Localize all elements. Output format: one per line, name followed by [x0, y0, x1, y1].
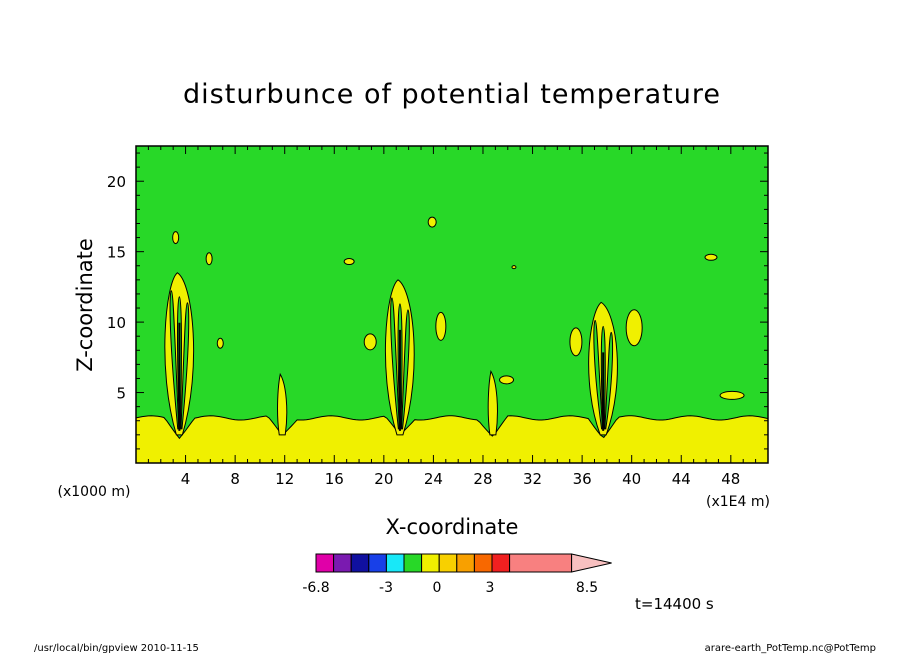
warm-blob: [719, 390, 745, 400]
colorbar: [315, 553, 612, 573]
plume-5: [588, 301, 618, 436]
green-background-field: [136, 146, 768, 463]
colorbar-swatch: [315, 553, 335, 573]
warm-blob: [172, 231, 180, 245]
y-tick-label: 15: [107, 244, 126, 262]
colorbar-swatch: [473, 553, 493, 573]
plume-core-contour: [169, 290, 180, 430]
x-tick-label: 28: [473, 470, 492, 488]
plume-2: [277, 372, 288, 436]
colorbar-extend-arrow: [571, 553, 612, 573]
contour-lines: [172, 216, 745, 400]
colorbar-tick-label: -3: [379, 580, 393, 596]
warm-blob: [499, 375, 515, 385]
colorbar-swatch: [368, 553, 387, 573]
y-tick-label: 10: [107, 314, 126, 332]
positive-anomaly-regions: [135, 272, 769, 464]
x-tick-label: 12: [275, 470, 294, 488]
x-tick-label: 48: [721, 470, 740, 488]
x-tick-label: 16: [325, 470, 344, 488]
plume-core-contour: [180, 302, 190, 430]
plume-envelope: [277, 372, 288, 436]
warm-blob: [363, 333, 377, 351]
x-tick-label: 36: [573, 470, 592, 488]
plot-frame: [135, 145, 769, 464]
surface-warm-layer: [135, 415, 769, 464]
plume-core-contour: [604, 331, 614, 430]
colorbar-swatch: [421, 553, 440, 573]
warm-blob: [511, 265, 517, 270]
colorbar-swatch: [491, 553, 511, 573]
y-axis-unit: (x1000 m): [58, 484, 131, 500]
x-axis-unit: (x1E4 m): [706, 494, 770, 510]
warm-blob: [343, 258, 355, 266]
colorbar-tick-label: 3: [486, 580, 495, 596]
y-axis-label: Z-coordinate: [73, 238, 97, 372]
x-tick-label: 8: [230, 470, 240, 488]
colorbar-swatch: [403, 553, 423, 573]
plume-1: [164, 272, 195, 436]
warm-blob: [625, 309, 643, 347]
x-tick-label: 24: [424, 470, 443, 488]
x-axis-label: X-coordinate: [386, 515, 519, 539]
plume-4: [487, 370, 498, 436]
colorbar-swatch: [456, 553, 475, 573]
x-tick-label: 20: [374, 470, 393, 488]
colorbar-swatch: [350, 553, 370, 573]
warm-blob: [569, 327, 583, 357]
time-annotation: t=14400 s: [635, 595, 714, 613]
x-tick-label: 40: [622, 470, 641, 488]
colorbar-tick-label: 8.5: [576, 580, 598, 596]
y-ticks: 5 10 15 20: [107, 152, 768, 450]
warm-blob: [427, 216, 437, 228]
chart-title: disturbunce of potential temperature: [183, 79, 721, 110]
program-footer: /usr/local/bin/gpview 2010-11-15: [34, 643, 199, 654]
warm-blob: [216, 337, 224, 349]
x-ticks: 4 8 12 16 20 24 28 32 36 40 44 48: [147, 146, 757, 488]
source-footer: arare-earth_PotTemp.nc@PotTemp: [705, 643, 876, 654]
x-tick-label: 4: [181, 470, 191, 488]
y-tick-label: 20: [107, 173, 126, 191]
warm-blob: [704, 253, 718, 261]
colorbar-swatch: [509, 553, 573, 573]
colorbar-swatch: [385, 553, 405, 573]
x-tick-label: 32: [523, 470, 542, 488]
plume-core-contour: [401, 309, 410, 430]
warm-blob: [435, 311, 447, 341]
x-tick-label: 44: [672, 470, 691, 488]
colorbar-swatch: [438, 553, 458, 573]
plume-3: [384, 279, 415, 436]
colorbar-tick-label: -6.8: [302, 580, 329, 596]
y-tick-label: 5: [116, 385, 126, 403]
colorbar-tick-labels: -6.8 -3 0 3 8.5: [302, 580, 598, 596]
warm-blob: [205, 252, 213, 266]
plume-core-contour: [593, 319, 604, 430]
plume-envelope: [487, 370, 498, 436]
plume-core-contour: [390, 297, 400, 430]
colorbar-tick-label: 0: [433, 580, 442, 596]
colorbar-swatch: [333, 553, 352, 573]
